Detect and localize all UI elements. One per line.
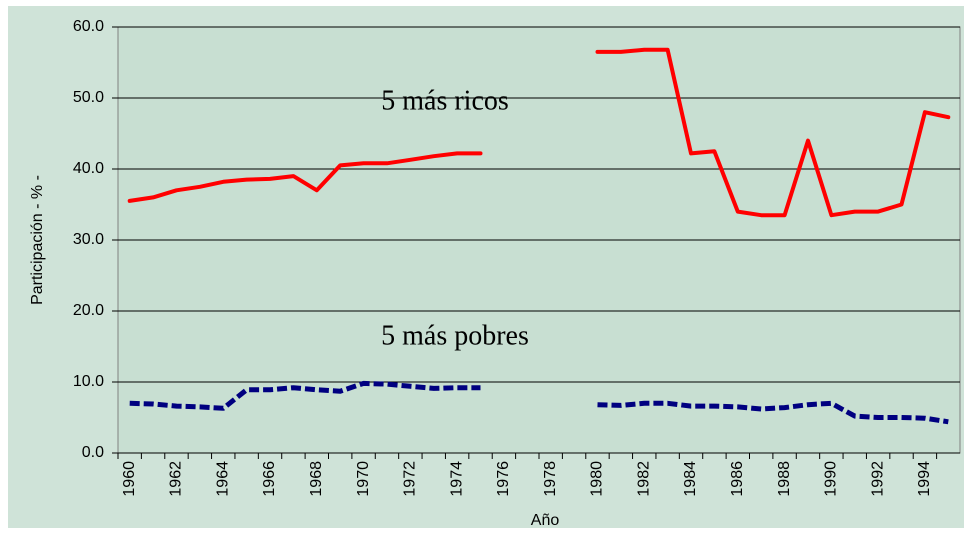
y-tick-label: 0.0 bbox=[82, 444, 104, 461]
x-tick-label: 1984 bbox=[682, 461, 699, 497]
y-tick-label: 20.0 bbox=[73, 302, 104, 319]
x-axis-label: Año bbox=[531, 512, 560, 529]
annotation: 5 más pobres bbox=[381, 320, 529, 351]
x-tick-label: 1976 bbox=[495, 461, 512, 497]
x-tick-label: 1964 bbox=[214, 461, 231, 497]
x-tick-label: 1982 bbox=[635, 461, 652, 497]
x-tick-label: 1968 bbox=[308, 461, 325, 497]
x-tick-label: 1994 bbox=[916, 461, 933, 497]
x-tick-label: 1990 bbox=[823, 461, 840, 497]
x-tick-label: 1978 bbox=[542, 461, 559, 497]
annotation: 5 más ricos bbox=[381, 85, 509, 116]
x-tick-label: 1974 bbox=[448, 461, 465, 497]
x-tick-label: 1972 bbox=[402, 461, 419, 497]
x-tick-label: 1988 bbox=[776, 461, 793, 497]
y-tick-label: 60.0 bbox=[73, 18, 104, 35]
x-tick-label: 1960 bbox=[121, 461, 138, 497]
x-tick-label: 1992 bbox=[869, 461, 886, 497]
y-tick-label: 50.0 bbox=[73, 89, 104, 106]
x-tick-label: 1962 bbox=[168, 461, 185, 497]
series-line bbox=[127, 47, 951, 218]
x-tick-label: 1980 bbox=[589, 461, 606, 497]
x-tick-label: 1966 bbox=[261, 461, 278, 497]
y-tick-label: 40.0 bbox=[73, 160, 104, 177]
y-axis-label: Participación - % - bbox=[29, 175, 46, 305]
y-tick-label: 30.0 bbox=[73, 231, 104, 248]
x-tick-label: 1986 bbox=[729, 461, 746, 497]
series-line bbox=[129, 380, 949, 425]
y-tick-label: 10.0 bbox=[73, 373, 104, 390]
x-tick-label: 1970 bbox=[355, 461, 372, 497]
